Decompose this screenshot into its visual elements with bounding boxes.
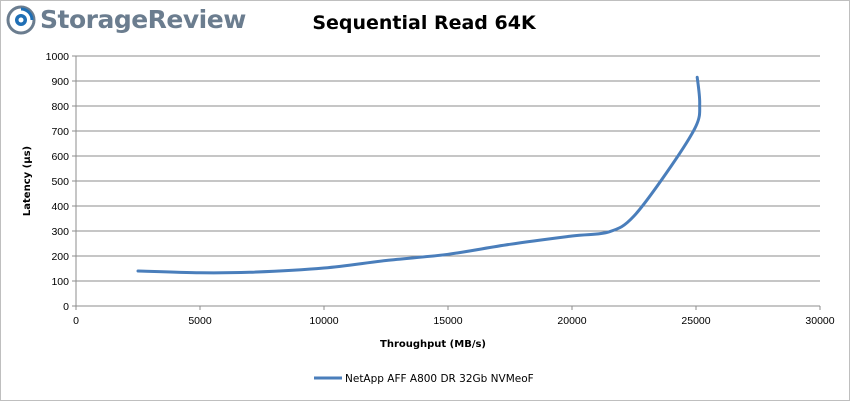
y-tick-label: 200 [51,251,69,263]
storagereview-logo: StorageReview [6,4,246,36]
y-tick-label: 100 [51,276,69,288]
storagereview-swirl-icon [6,5,36,35]
x-axis-title: Throughput (MB/s) [380,339,486,350]
y-tick-label: 900 [51,76,69,88]
x-tick-label: 15000 [433,315,462,327]
y-axis-title: Latency (µs) [22,146,33,216]
series-line-0 [136,75,702,275]
y-tick-label: 600 [51,151,69,163]
x-tick-label: 25000 [681,315,710,327]
y-tick-label: 400 [51,201,69,213]
x-tick-label: 20000 [557,315,586,327]
y-tick-label: 1000 [46,51,70,63]
y-tick-label: 300 [51,226,69,238]
brand-name: StorageReview [40,5,246,34]
chart-title: Sequential Read 64K [312,12,536,34]
x-tick-label: 5000 [188,315,212,327]
x-tick-label: 0 [73,315,79,327]
y-tick-label: 0 [63,301,69,313]
x-tick-label: 30000 [805,315,834,327]
y-tick-label: 500 [51,176,69,188]
legend-label: NetApp AFF A800 DR 32Gb NVMeoF [345,373,534,385]
x-tick-label: 10000 [309,315,338,327]
y-tick-label: 700 [51,126,69,138]
y-tick-label: 800 [51,101,69,113]
